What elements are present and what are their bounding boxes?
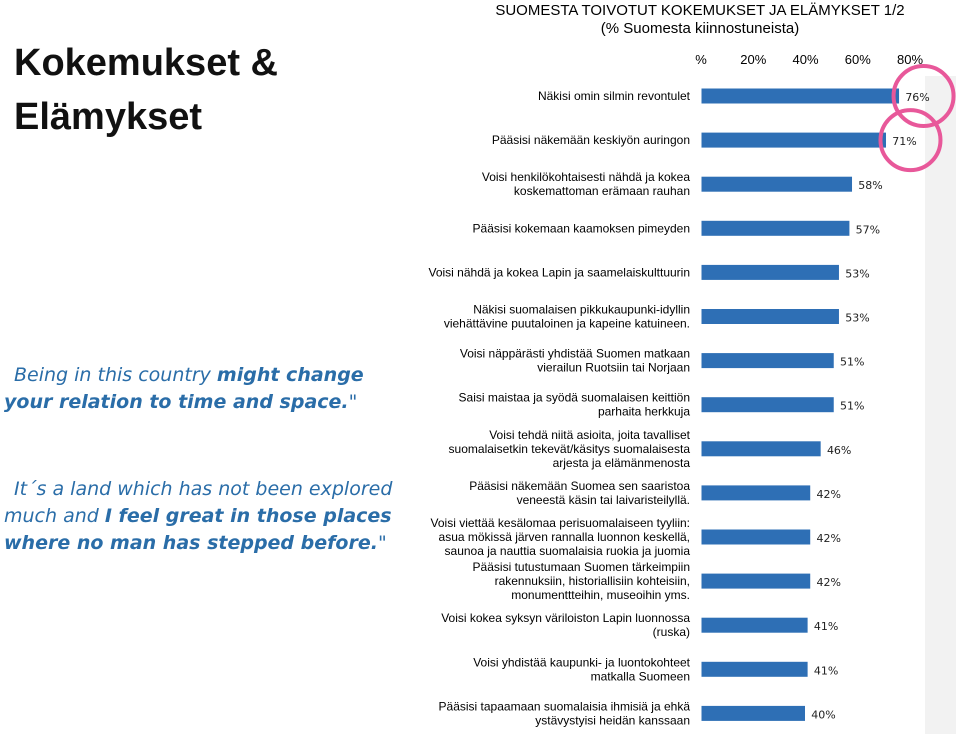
highlight-circle [891, 64, 956, 128]
category-label: vierailun Ruotsiin tai Norjaan [537, 361, 690, 375]
category-label: Voisi viettää kesälomaa perisuomalaiseen… [431, 516, 690, 530]
bar-value-label: 76% [905, 91, 929, 104]
chart-title-line2: (% Suomesta kiinnostuneista) [600, 20, 800, 37]
bar-value-label: 42% [816, 576, 840, 589]
bar-value-label: 71% [892, 135, 916, 148]
category-label: veneestä käsin tai laivaristeilyllä. [517, 493, 690, 507]
category-label: Voisi yhdistää kaupunki- ja luontokohtee… [473, 655, 690, 669]
bar-value-label: 57% [856, 223, 880, 236]
quote-2: It´s a land which has not been explored … [4, 476, 404, 557]
category-label: Saisi maistaa ja syödä suomalaisen keitt… [459, 391, 690, 405]
bar-value-label: 41% [814, 664, 838, 677]
category-label: ystävystyisi heidän kanssaan [535, 713, 690, 727]
bar [700, 704, 806, 722]
quote-1-bold: might change your relation to time and s… [4, 364, 364, 413]
category-label: (ruska) [653, 625, 690, 639]
axis-tick-label: 40% [792, 52, 818, 67]
category-label: Pääsisi tutustumaan Suomen tärkeimpiin [473, 560, 690, 574]
bar-value-label: 41% [814, 620, 838, 633]
category-label: matkalla Suomeen [591, 669, 690, 683]
category-label: rakennuksiin, historiallisiin kohteisiin… [495, 574, 690, 588]
quote-1: Being in this country might change your … [4, 362, 404, 416]
page-title-line1: Kokemukset & [14, 42, 278, 84]
axis-tick-label: % [695, 52, 707, 67]
bar [700, 131, 887, 149]
category-label: Voisi näppärästi yhdistää Suomen matkaan [460, 347, 690, 361]
chart-title-line1: SUOMESTA TOIVOTUT KOKEMUKSET JA ELÄMYKSE… [495, 2, 905, 19]
plot-band [925, 76, 956, 734]
bar-value-label: 40% [811, 708, 835, 721]
category-label: viehättävine puutaloinen ja kapeine katu… [444, 317, 690, 331]
bar-value-label: 53% [845, 312, 869, 325]
category-label: Voisi kokea syksyn väriloiston Lapin luo… [441, 611, 690, 625]
chart-title: SUOMESTA TOIVOTUT KOKEMUKSET JA ELÄMYKSE… [480, 2, 920, 38]
category-label: Pääsisi tapaamaan suomalaisia ihmisiä ja… [439, 699, 691, 713]
axis-tick-label: 20% [740, 52, 766, 67]
bar-value-label: 53% [845, 267, 869, 280]
category-label: Voisi tehdä niitä asioita, joita tavalli… [489, 428, 690, 442]
axis-tick-label: 60% [845, 52, 871, 67]
bar [700, 308, 840, 325]
bar [700, 352, 835, 370]
bar-value-label: 46% [827, 444, 851, 457]
page-title-line2: Elämykset [14, 96, 203, 138]
bar-value-label: 58% [858, 179, 882, 192]
bar [700, 219, 851, 237]
quote-2-lead: It´s a land which has not been explored … [4, 478, 393, 527]
bar [700, 484, 812, 502]
category-label: parhaita herkkuja [598, 405, 690, 419]
bar [700, 660, 809, 678]
bar [700, 396, 835, 414]
category-label: saunoa ja nauttia suomalaisia ruokia ja … [445, 544, 691, 558]
bar [700, 87, 901, 105]
quote-1-lead: Being in this country [14, 364, 217, 386]
bar [700, 440, 822, 458]
category-label: Näkisi suomalaisen pikkukaupunki-idyllin [473, 303, 690, 317]
category-label: Pääsisi näkemään keskiyön auringon [492, 133, 690, 147]
category-label: suomalaisetkin tekevät/käsitys suomalais… [449, 442, 691, 456]
category-label: monumenttteihin, museoihin yms. [511, 588, 690, 602]
bar-value-label: 51% [840, 356, 864, 369]
bar-value-label: 42% [816, 488, 840, 501]
category-label: asua mökissä järven rannalla luonnon kes… [439, 530, 690, 544]
quote-2-tail: " [377, 532, 387, 554]
category-label: Pääsisi kokemaan kaamoksen pimeyden [473, 221, 690, 235]
category-label: Voisi henkilökohtaisesti nähdä ja kokea [482, 170, 690, 184]
quote-1-tail: " [348, 391, 358, 413]
bar [700, 175, 854, 193]
quote-2-bold: I feel great in those places where no ma… [4, 505, 392, 554]
category-label: Näkisi omin silmin revontulet [538, 89, 691, 103]
category-label: koskemattoman erämaan rauhan [514, 184, 690, 198]
bar [700, 528, 812, 546]
axis-tick-label: 80% [897, 52, 923, 67]
category-label: Voisi nähdä ja kokea Lapin ja saamelaisk… [429, 265, 691, 279]
category-label: Pääsisi näkemään Suomea sen saaristoa [469, 479, 690, 493]
highlight-circle [878, 108, 943, 173]
category-label: arjesta ja elämänmenosta [553, 456, 691, 470]
bar-value-label: 42% [816, 532, 840, 545]
page-title: Kokemukset & Elämykset [14, 36, 314, 144]
bar-value-label: 51% [840, 400, 864, 413]
bar [700, 572, 812, 590]
bar [700, 263, 840, 281]
bar [700, 616, 809, 634]
